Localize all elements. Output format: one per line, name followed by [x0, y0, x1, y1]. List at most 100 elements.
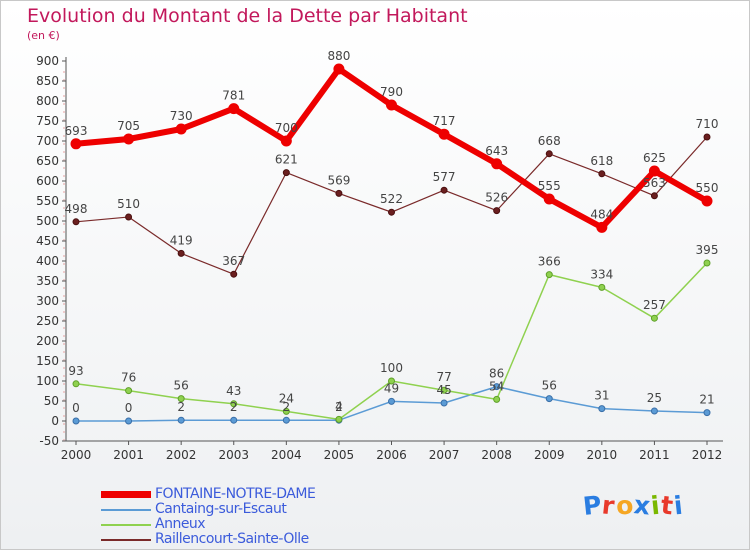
y-tick-label: 700	[36, 134, 59, 148]
legend-swatch	[101, 523, 151, 526]
y-tick-label: 100	[36, 374, 59, 388]
data-label: 395	[696, 243, 719, 257]
data-point	[386, 99, 397, 111]
y-tick-label: 250	[36, 314, 59, 328]
data-point	[123, 133, 135, 145]
data-point	[440, 399, 448, 407]
legend-item: Anneux	[101, 517, 315, 532]
data-label: 334	[590, 267, 613, 281]
data-point	[125, 387, 133, 395]
data-label: 367	[222, 254, 245, 268]
data-label: 257	[643, 298, 666, 312]
y-tick-label: 550	[36, 194, 59, 208]
data-point	[282, 407, 290, 415]
y-tick-label: 500	[36, 214, 59, 228]
data-point	[545, 395, 553, 403]
data-label: 4	[335, 399, 343, 413]
data-label: 77	[436, 370, 451, 384]
data-point	[177, 249, 185, 257]
data-point	[598, 405, 606, 413]
data-point	[388, 377, 395, 385]
data-label: 366	[538, 255, 561, 269]
data-label: 730	[170, 109, 193, 123]
data-point	[72, 417, 80, 425]
legend-item: Raillencourt-Sainte-Olle	[101, 532, 315, 547]
data-label: 2	[230, 400, 238, 414]
x-tick-label: 2007	[429, 448, 460, 462]
y-tick-label: 200	[36, 334, 59, 348]
x-tick-label: 2009	[534, 448, 565, 462]
data-point	[598, 170, 606, 178]
data-point	[650, 407, 658, 415]
data-label: 54	[489, 379, 504, 393]
data-point	[493, 383, 501, 391]
data-point	[335, 189, 343, 197]
data-point	[230, 416, 238, 424]
y-tick-label: 850	[36, 74, 59, 88]
data-point	[440, 386, 448, 394]
legend-label: Anneux	[155, 516, 206, 532]
data-label: 45	[436, 383, 451, 397]
data-point	[72, 380, 80, 388]
data-point	[703, 133, 711, 141]
y-tick-label: 800	[36, 94, 59, 108]
data-point	[388, 397, 395, 405]
data-label: 419	[170, 233, 193, 247]
data-point	[493, 395, 501, 403]
data-label: 2	[177, 400, 185, 414]
x-tick-label: 2000	[61, 448, 92, 462]
x-tick-label: 2012	[692, 448, 723, 462]
data-point	[493, 207, 501, 215]
data-point	[596, 221, 608, 233]
y-tick-label: 650	[36, 154, 59, 168]
data-point	[440, 186, 448, 194]
data-label: 31	[594, 389, 609, 403]
x-tick-label: 2005	[324, 448, 355, 462]
data-point	[282, 169, 290, 177]
data-label: 86	[489, 367, 504, 381]
x-tick-label: 2001	[113, 448, 144, 462]
data-label: 43	[226, 384, 241, 398]
data-label: 550	[696, 181, 719, 195]
y-tick-label: -50	[39, 434, 59, 448]
data-point	[545, 271, 553, 279]
data-point	[650, 314, 658, 322]
data-label: 563	[643, 176, 666, 190]
x-tick-label: 2006	[376, 448, 407, 462]
chart-title: Evolution du Montant de la Dette par Hab…	[27, 5, 468, 27]
data-label: 49	[384, 381, 399, 395]
y-tick-label: 400	[36, 254, 59, 268]
data-label: 710	[696, 117, 719, 131]
data-point	[648, 165, 660, 177]
data-point	[703, 259, 711, 267]
legend-swatch	[101, 538, 151, 541]
legend-swatch	[101, 491, 151, 498]
chart-unit-label: (en €)	[27, 29, 60, 42]
x-tick-label: 2004	[271, 448, 302, 462]
data-label: 0	[125, 401, 133, 415]
data-point	[70, 138, 82, 150]
data-label: 625	[643, 151, 666, 165]
legend-item: Cantaing-sur-Escaut	[101, 502, 315, 517]
data-point	[650, 192, 658, 200]
proxiti-logo: Proxiti	[581, 490, 685, 521]
data-label: 25	[647, 391, 662, 405]
data-point	[175, 123, 187, 135]
data-point	[703, 409, 711, 417]
data-label: 0	[72, 401, 80, 415]
data-point	[228, 103, 240, 115]
data-label: 618	[590, 154, 613, 168]
y-tick-label: 0	[51, 414, 59, 428]
x-tick-label: 2010	[587, 448, 618, 462]
data-point	[177, 416, 185, 424]
data-label: 522	[380, 192, 403, 206]
data-label: 56	[174, 379, 189, 393]
data-label: 643	[485, 144, 508, 158]
x-tick-label: 2011	[639, 448, 670, 462]
y-tick-label: 600	[36, 174, 59, 188]
y-tick-label: 50	[44, 394, 59, 408]
data-point	[280, 135, 292, 147]
data-label: 56	[542, 379, 557, 393]
